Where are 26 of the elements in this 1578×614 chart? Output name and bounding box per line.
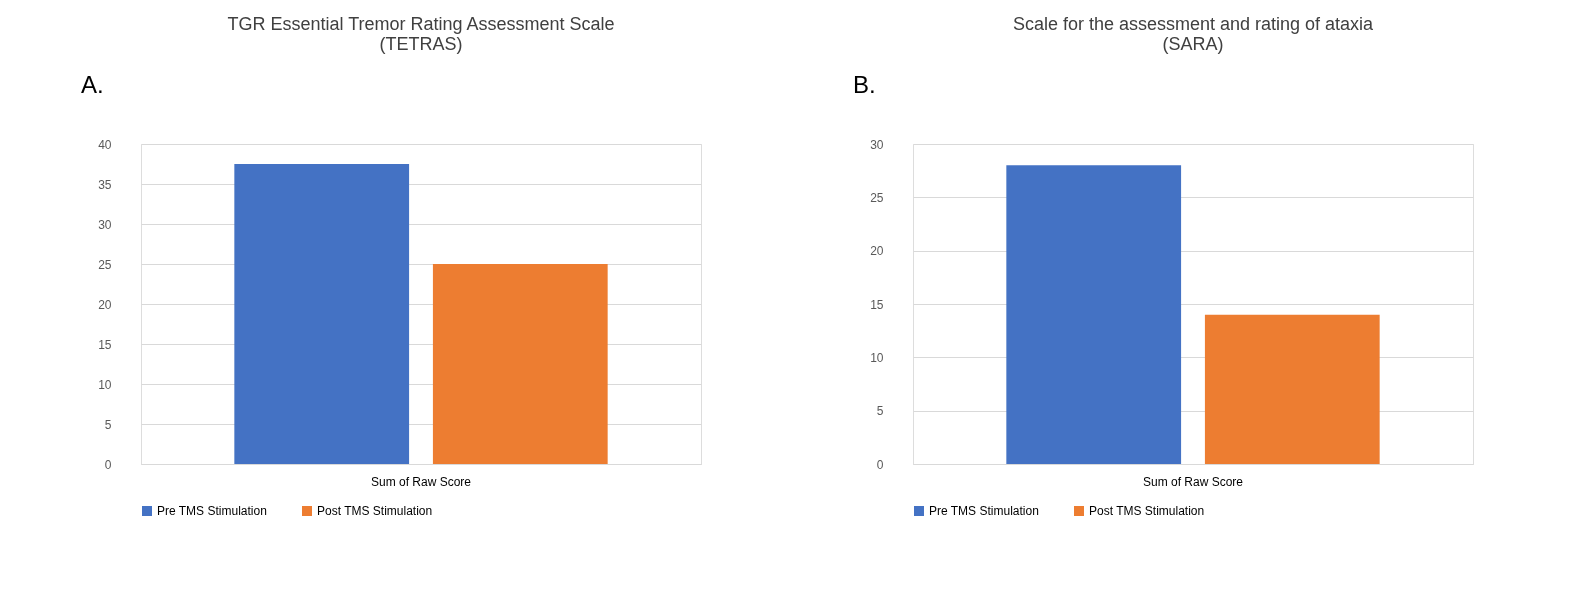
text: A. [81, 71, 104, 98]
y-tick-label: 15 [870, 297, 884, 312]
y-tick-label: 15 [98, 337, 112, 352]
y-tick-label: 30 [98, 217, 112, 232]
y-tick-label: 10 [870, 350, 884, 365]
y-tick-label: 20 [98, 297, 112, 312]
y-tick-label: 30 [870, 137, 884, 152]
chart-title: TGR Essential Tremor Rating Assessment Scale (TETRAS) [227, 14, 615, 54]
y-tick-label: 5 [104, 417, 112, 432]
x-tick-label: Sum of Raw Score [1142, 474, 1244, 489]
y-tick-label: 5 [876, 404, 884, 419]
text: B. [853, 71, 876, 98]
legend-label: Pre TMS Stimulation [157, 504, 267, 518]
y-tick-label: 40 [98, 137, 112, 152]
y-tick-label: 25 [870, 190, 884, 205]
y-tick-label: 20 [870, 244, 884, 259]
x-tick-label: Sum of Raw Score [370, 474, 472, 489]
y-tick-label: 10 [98, 377, 112, 392]
y-tick-label: 25 [98, 257, 112, 272]
chart-title: Scale for the assessment and rating of ataxia (SARA) [1012, 14, 1375, 54]
y-tick-label: 0 [876, 457, 884, 472]
legend-label: Pre TMS Stimulation [929, 504, 1039, 518]
y-tick-label: 0 [104, 457, 112, 472]
legend-label: Post TMS Stimulation [317, 504, 433, 518]
y-tick-label: 35 [98, 177, 112, 192]
legend-label: Post TMS Stimulation [1089, 504, 1205, 518]
